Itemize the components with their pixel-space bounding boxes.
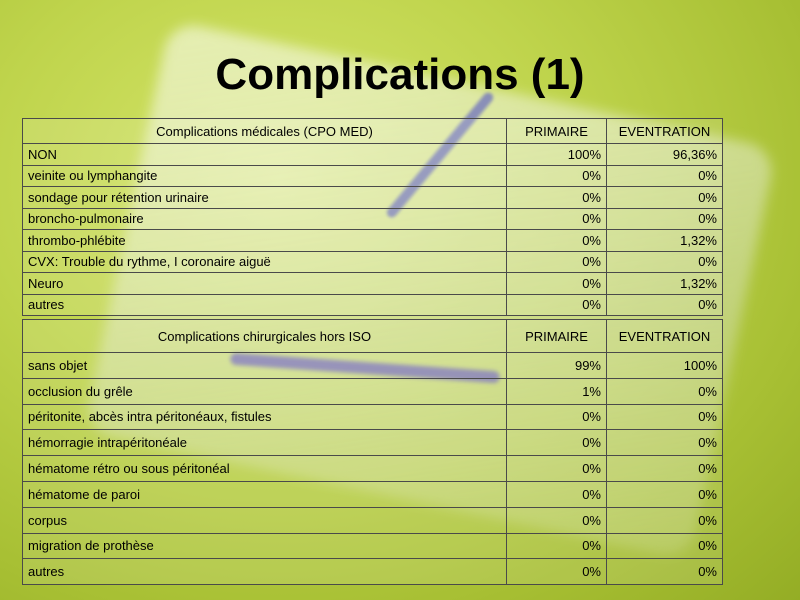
column-header: Complications médicales (CPO MED) [22, 118, 507, 144]
value-cell: 1,32% [606, 272, 723, 295]
value-cell: 96,36% [606, 143, 723, 166]
column-header: EVENTRATION [606, 118, 723, 144]
value-cell: 1,32% [606, 229, 723, 252]
row-label-cell: sondage pour rétention urinaire [22, 186, 507, 209]
table-row: occlusion du grêle 1% 0% [22, 377, 723, 405]
table-row: sondage pour rétention urinaire 0% 0% [22, 186, 723, 209]
value-cell: 0% [606, 293, 723, 316]
value-cell: 100% [606, 352, 723, 379]
value-cell: 99% [506, 352, 607, 379]
table-row: sans objet 99% 100% [22, 352, 723, 379]
value-cell: 0% [506, 207, 607, 230]
value-cell: 0% [506, 164, 607, 187]
value-cell: 0% [506, 403, 607, 431]
value-cell: 0% [506, 429, 607, 457]
row-label-cell: sans objet [22, 352, 507, 379]
row-label-cell: occlusion du grêle [22, 377, 507, 405]
value-cell: 0% [506, 558, 607, 586]
value-cell: 0% [606, 506, 723, 534]
table-header-row: Complications chirurgicales hors ISO PRI… [22, 319, 723, 353]
table-row: thrombo-phlébite 0% 1,32% [22, 229, 723, 252]
table-row: péritonite, abcès intra péritonéaux, fis… [22, 403, 723, 431]
slide-title: Complications (1) [215, 50, 585, 99]
value-cell: 0% [506, 532, 607, 560]
table-row: broncho-pulmonaire 0% 0% [22, 207, 723, 230]
table-row: CVX: Trouble du rythme, I coronaire aigu… [22, 250, 723, 273]
table-row: NON 100% 96,36% [22, 143, 723, 166]
value-cell: 1% [506, 377, 607, 405]
value-cell: 0% [606, 377, 723, 405]
table-row: hémorragie intrapéritonéale 0% 0% [22, 429, 723, 457]
row-label-cell: corpus [22, 506, 507, 534]
value-cell: 0% [506, 272, 607, 295]
value-cell: 0% [606, 532, 723, 560]
value-cell: 0% [506, 229, 607, 252]
value-cell: 0% [506, 250, 607, 273]
row-label-cell: broncho-pulmonaire [22, 207, 507, 230]
value-cell: 0% [506, 455, 607, 482]
row-label-cell: thrombo-phlébite [22, 229, 507, 252]
table-row: Neuro 0% 1,32% [22, 272, 723, 295]
row-label-cell: autres [22, 293, 507, 316]
table-header-row: Complications médicales (CPO MED) PRIMAI… [22, 118, 723, 144]
value-cell: 0% [506, 506, 607, 534]
value-cell: 0% [506, 480, 607, 508]
table-row: corpus 0% 0% [22, 506, 723, 534]
table-row: hématome de paroi 0% 0% [22, 480, 723, 508]
row-label-cell: veinite ou lymphangite [22, 164, 507, 187]
column-header: PRIMAIRE [506, 319, 607, 353]
value-cell: 0% [606, 558, 723, 586]
row-label-cell: péritonite, abcès intra péritonéaux, fis… [22, 403, 507, 431]
table-row: veinite ou lymphangite 0% 0% [22, 164, 723, 187]
row-label-cell: hématome rétro ou sous péritonéal [22, 455, 507, 482]
value-cell: 0% [606, 455, 723, 482]
surgical-complications-table: Complications chirurgicales hors ISO PRI… [22, 319, 723, 586]
value-cell: 0% [606, 480, 723, 508]
table-row: hématome rétro ou sous péritonéal 0% 0% [22, 455, 723, 482]
column-header: PRIMAIRE [506, 118, 607, 144]
medical-complications-table: Complications médicales (CPO MED) PRIMAI… [22, 118, 723, 316]
value-cell: 0% [506, 293, 607, 316]
value-cell: 0% [506, 186, 607, 209]
row-label-cell: autres [22, 558, 507, 586]
value-cell: 0% [606, 429, 723, 457]
row-label-cell: CVX: Trouble du rythme, I coronaire aigu… [22, 250, 507, 273]
table-row: autres 0% 0% [22, 558, 723, 586]
value-cell: 0% [606, 403, 723, 431]
row-label-cell: Neuro [22, 272, 507, 295]
value-cell: 100% [506, 143, 607, 166]
value-cell: 0% [606, 186, 723, 209]
row-label-cell: NON [22, 143, 507, 166]
column-header: EVENTRATION [606, 319, 723, 353]
row-label-cell: migration de prothèse [22, 532, 507, 560]
column-header: Complications chirurgicales hors ISO [22, 319, 507, 353]
table-row: autres 0% 0% [22, 293, 723, 316]
row-label-cell: hémorragie intrapéritonéale [22, 429, 507, 457]
value-cell: 0% [606, 164, 723, 187]
table-row: migration de prothèse 0% 0% [22, 532, 723, 560]
value-cell: 0% [606, 250, 723, 273]
value-cell: 0% [606, 207, 723, 230]
row-label-cell: hématome de paroi [22, 480, 507, 508]
